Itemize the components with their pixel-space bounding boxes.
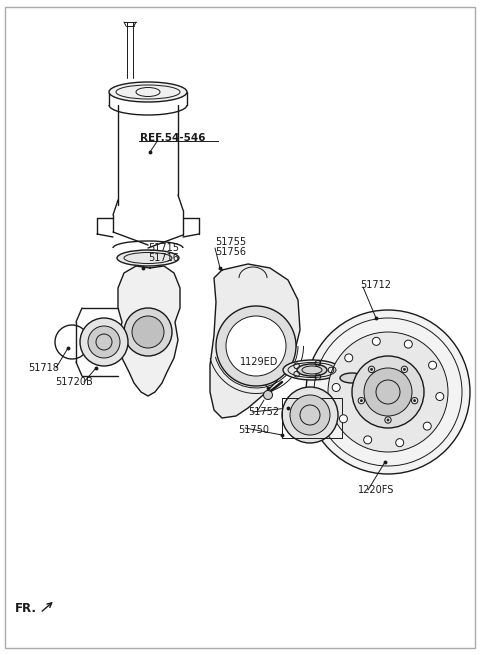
- Circle shape: [216, 306, 296, 386]
- Ellipse shape: [283, 360, 341, 380]
- Circle shape: [226, 316, 286, 376]
- Text: 1129ED: 1129ED: [240, 357, 278, 367]
- Text: 51756: 51756: [215, 247, 246, 257]
- Text: 51755: 51755: [215, 237, 246, 247]
- Circle shape: [404, 340, 412, 348]
- Text: FR.: FR.: [15, 601, 37, 614]
- Circle shape: [264, 390, 273, 400]
- Circle shape: [282, 387, 338, 443]
- Circle shape: [372, 337, 380, 345]
- Text: 51718: 51718: [28, 363, 59, 373]
- Text: 51712: 51712: [360, 280, 391, 290]
- Circle shape: [124, 308, 172, 356]
- Text: 51752: 51752: [248, 407, 279, 417]
- Text: REF.54-546: REF.54-546: [140, 133, 205, 143]
- Circle shape: [345, 354, 353, 362]
- Circle shape: [328, 332, 448, 452]
- Text: 1220FS: 1220FS: [358, 485, 395, 495]
- Circle shape: [371, 368, 372, 370]
- Circle shape: [88, 326, 120, 358]
- Circle shape: [306, 310, 470, 474]
- Circle shape: [352, 356, 424, 428]
- Circle shape: [132, 316, 164, 348]
- Circle shape: [436, 392, 444, 400]
- Ellipse shape: [340, 373, 364, 383]
- Circle shape: [396, 439, 404, 447]
- Text: 51716: 51716: [148, 253, 179, 263]
- Circle shape: [404, 368, 406, 370]
- Circle shape: [364, 368, 412, 416]
- Ellipse shape: [297, 364, 327, 376]
- Ellipse shape: [117, 250, 179, 266]
- Text: 51720B: 51720B: [55, 377, 93, 387]
- Circle shape: [387, 419, 389, 421]
- Circle shape: [423, 422, 431, 430]
- Text: 51750: 51750: [238, 425, 269, 435]
- Text: 51715: 51715: [148, 243, 179, 253]
- Ellipse shape: [109, 82, 187, 102]
- Circle shape: [429, 361, 437, 369]
- Circle shape: [360, 400, 362, 402]
- Circle shape: [332, 383, 340, 392]
- Polygon shape: [118, 266, 180, 396]
- Circle shape: [290, 395, 330, 435]
- Circle shape: [80, 318, 128, 366]
- Circle shape: [364, 436, 372, 444]
- Circle shape: [414, 400, 416, 402]
- Polygon shape: [210, 264, 300, 418]
- Circle shape: [339, 415, 348, 422]
